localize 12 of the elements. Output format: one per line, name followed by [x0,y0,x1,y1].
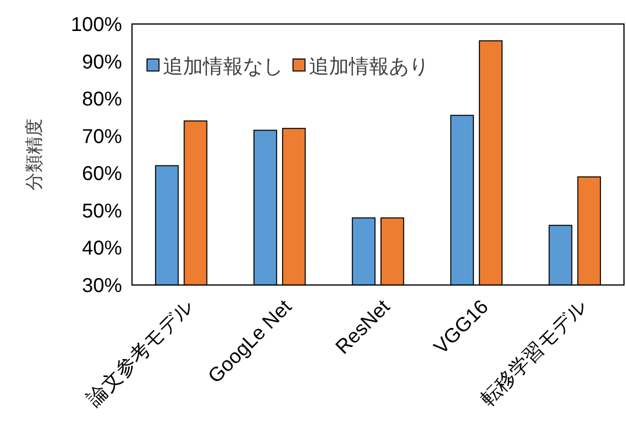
y-tick-label: 30% [82,275,122,297]
legend-label: 追加情報なし [163,56,283,78]
y-tick-label: 50% [82,200,122,222]
y-tick-label: 60% [82,163,122,186]
y-tick-label: 40% [82,238,122,260]
y-tick-label: 70% [82,126,122,148]
y-tick-label: 100% [70,14,122,36]
y-tick-label: 90% [82,51,122,74]
y-tick-label: 80% [82,88,122,111]
y-axis-title: 分類精度 [24,118,44,190]
legend-label: 追加情報あり [309,56,429,78]
x-tick-label: 論文参考モデル [83,296,198,410]
